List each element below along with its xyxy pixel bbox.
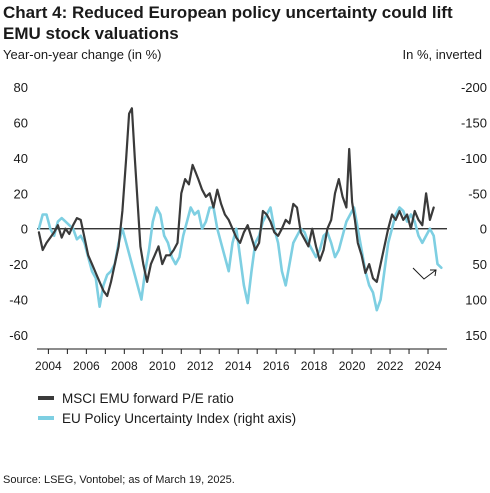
left-axis-unit: Year-on-year change (in %) — [3, 47, 162, 62]
series-line-pe — [37, 107, 435, 298]
x-tick-label: 2016 — [263, 359, 290, 373]
x-tick-label: 2004 — [35, 359, 62, 373]
y-tick-label: 0 — [21, 222, 28, 237]
x-tick-label: 2022 — [377, 359, 404, 373]
x-tick-label: 2014 — [225, 359, 252, 373]
legend-item-epu: EU Policy Uncertainty Index (right axis) — [38, 408, 296, 428]
trend-arrow-head — [430, 269, 437, 277]
y2-tick-label: -150 — [461, 115, 487, 130]
y-tick-label: 80 — [14, 80, 28, 95]
y-tick-label: -40 — [9, 293, 28, 308]
y-tick-label: 20 — [14, 186, 28, 201]
x-tick-label: 2010 — [149, 359, 176, 373]
right-axis-unit: In %, inverted — [402, 47, 483, 62]
y2-tick-label: -100 — [461, 151, 487, 166]
legend-label-pe: MSCI EMU forward P/E ratio — [62, 390, 234, 406]
source-note: Source: LSEG, Vontobel; as of March 19, … — [3, 474, 235, 486]
x-tick-label: 2012 — [187, 359, 214, 373]
x-tick-label: 2024 — [415, 359, 442, 373]
y2-tick-label: 100 — [465, 293, 487, 308]
legend-swatch-pe — [38, 396, 54, 400]
legend-label-epu: EU Policy Uncertainty Index (right axis) — [62, 410, 297, 426]
chart-title: Chart 4: Reduced European policy uncerta… — [3, 3, 453, 43]
legend: MSCI EMU forward P/E ratio EU Policy Unc… — [38, 388, 296, 428]
y2-tick-label: 0 — [480, 222, 487, 237]
x-tick-label: 2006 — [73, 359, 100, 373]
x-tick-label: 2018 — [301, 359, 328, 373]
y-tick-label: 40 — [14, 151, 28, 166]
y-tick-label: 60 — [14, 115, 28, 130]
y-tick-label: -20 — [9, 257, 28, 272]
x-tick-label: 2008 — [111, 359, 138, 373]
y2-tick-label: 150 — [465, 328, 487, 343]
series-line-epu — [37, 206, 443, 312]
legend-item-pe: MSCI EMU forward P/E ratio — [38, 388, 296, 408]
y-tick-label: -60 — [9, 328, 28, 343]
y2-tick-label: -50 — [468, 186, 487, 201]
y2-tick-label: 50 — [473, 257, 487, 272]
trend-arrow-annotation — [412, 267, 437, 280]
x-tick-label: 2020 — [339, 359, 366, 373]
legend-swatch-epu — [38, 416, 54, 420]
y2-tick-label: -200 — [461, 80, 487, 95]
